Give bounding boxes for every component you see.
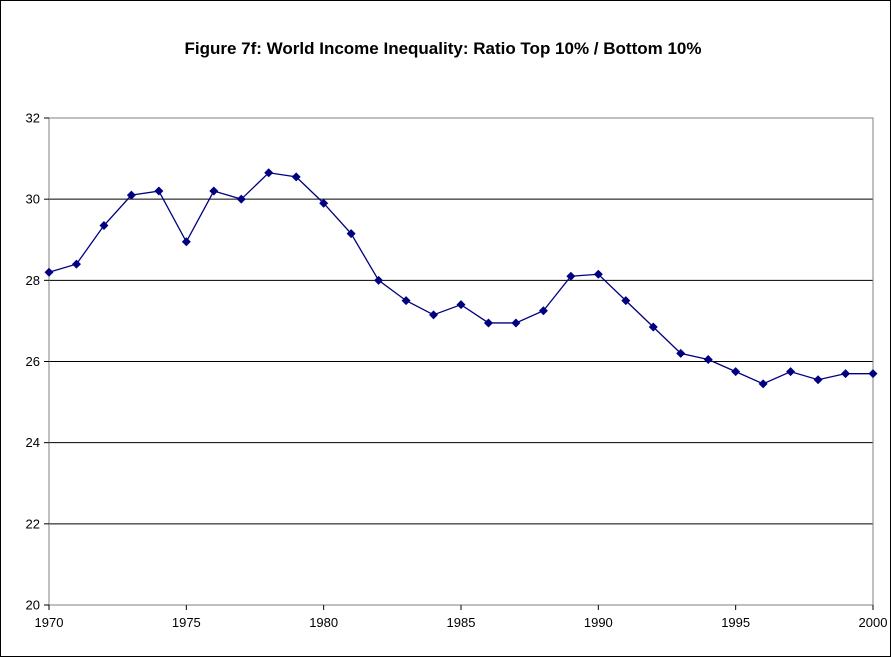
data-point-1976: [209, 186, 219, 196]
y-tick-label-22: 22: [26, 516, 40, 531]
x-tick-label-1975: 1975: [172, 615, 201, 630]
x-tick-label-1990: 1990: [584, 615, 613, 630]
y-tick-label-26: 26: [26, 354, 40, 369]
data-point-1973: [126, 190, 136, 200]
data-point-1988: [538, 306, 548, 316]
data-point-1979: [291, 172, 301, 182]
data-point-1997: [786, 367, 796, 377]
x-tick-label-1970: 1970: [35, 615, 64, 630]
x-tick-label-1995: 1995: [721, 615, 750, 630]
data-point-1983: [401, 296, 411, 306]
x-tick-label-1980: 1980: [309, 615, 338, 630]
x-tick-label-1985: 1985: [447, 615, 476, 630]
chart-title: Figure 7f: World Income Inequality: Rati…: [185, 39, 702, 58]
series-line: [48, 172, 873, 385]
series-markers: [44, 168, 878, 389]
x-tick-label-2000: 2000: [859, 615, 888, 630]
data-point-1987: [511, 318, 521, 328]
data-point-1991: [621, 296, 631, 306]
y-tick-label-20: 20: [26, 598, 40, 613]
data-point-1974: [154, 186, 164, 196]
data-point-1989: [566, 271, 576, 281]
y-axis-ticks: 20 22 24 26 28 30 32: [26, 111, 49, 613]
data-point-1970: [44, 267, 54, 277]
data-point-1985: [456, 300, 466, 310]
data-point-2000: [868, 369, 878, 379]
data-point-1982: [374, 275, 384, 285]
data-point-1996: [758, 379, 768, 389]
data-point-1995: [731, 367, 741, 377]
data-point-1977: [236, 194, 246, 204]
data-point-1994: [703, 354, 713, 364]
x-axis-ticks: 1970 1975 1980 1985 1990 1995 2000: [35, 605, 888, 630]
data-point-1984: [429, 310, 439, 320]
y-tick-label-28: 28: [26, 273, 40, 288]
data-point-1980: [319, 198, 329, 208]
data-point-1972: [99, 221, 109, 231]
grid-lines: [49, 198, 873, 525]
data-point-1986: [483, 318, 493, 328]
y-tick-label-30: 30: [26, 192, 40, 207]
data-point-1981: [346, 229, 356, 239]
data-point-1992: [648, 322, 658, 332]
data-point-1978: [264, 168, 274, 178]
y-tick-label-32: 32: [26, 111, 40, 126]
data-point-1998: [813, 375, 823, 385]
y-tick-label-24: 24: [26, 435, 40, 450]
data-point-1975: [181, 237, 191, 247]
data-point-1990: [593, 269, 603, 279]
data-point-1999: [841, 369, 851, 379]
data-point-1993: [676, 348, 686, 358]
data-point-1971: [71, 259, 81, 269]
